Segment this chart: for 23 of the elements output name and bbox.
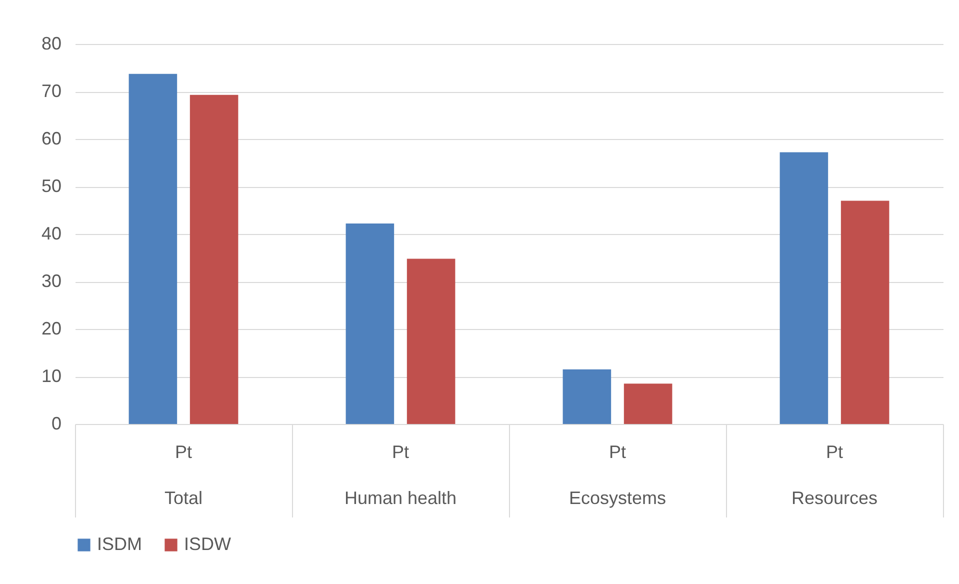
bar xyxy=(406,258,456,424)
bar xyxy=(190,94,238,424)
bar xyxy=(346,224,394,424)
y-tick-label: 50 xyxy=(41,176,62,196)
bar xyxy=(624,384,672,424)
category-label: Pt Resources xyxy=(791,442,878,508)
category-label: Pt Ecosystems xyxy=(568,442,666,508)
y-tick-label: 40 xyxy=(41,224,62,244)
y-tick-label: 10 xyxy=(41,366,62,386)
y-tick-label: 0 xyxy=(51,414,62,434)
bar xyxy=(780,152,828,424)
bar xyxy=(128,74,178,424)
y-tick-label: 30 xyxy=(41,271,62,291)
category-label: Pt Human health xyxy=(344,442,457,508)
legend-label: ISDW xyxy=(184,534,232,554)
bar xyxy=(562,369,612,424)
y-tick-label: 60 xyxy=(41,128,62,148)
y-tick-label: 70 xyxy=(41,81,62,101)
y-tick-label: 80 xyxy=(41,34,62,54)
category-label: Pt Total xyxy=(164,442,203,508)
y-tick-label: 20 xyxy=(41,318,62,338)
legend-label: ISDM xyxy=(97,534,142,554)
bar xyxy=(840,200,890,424)
